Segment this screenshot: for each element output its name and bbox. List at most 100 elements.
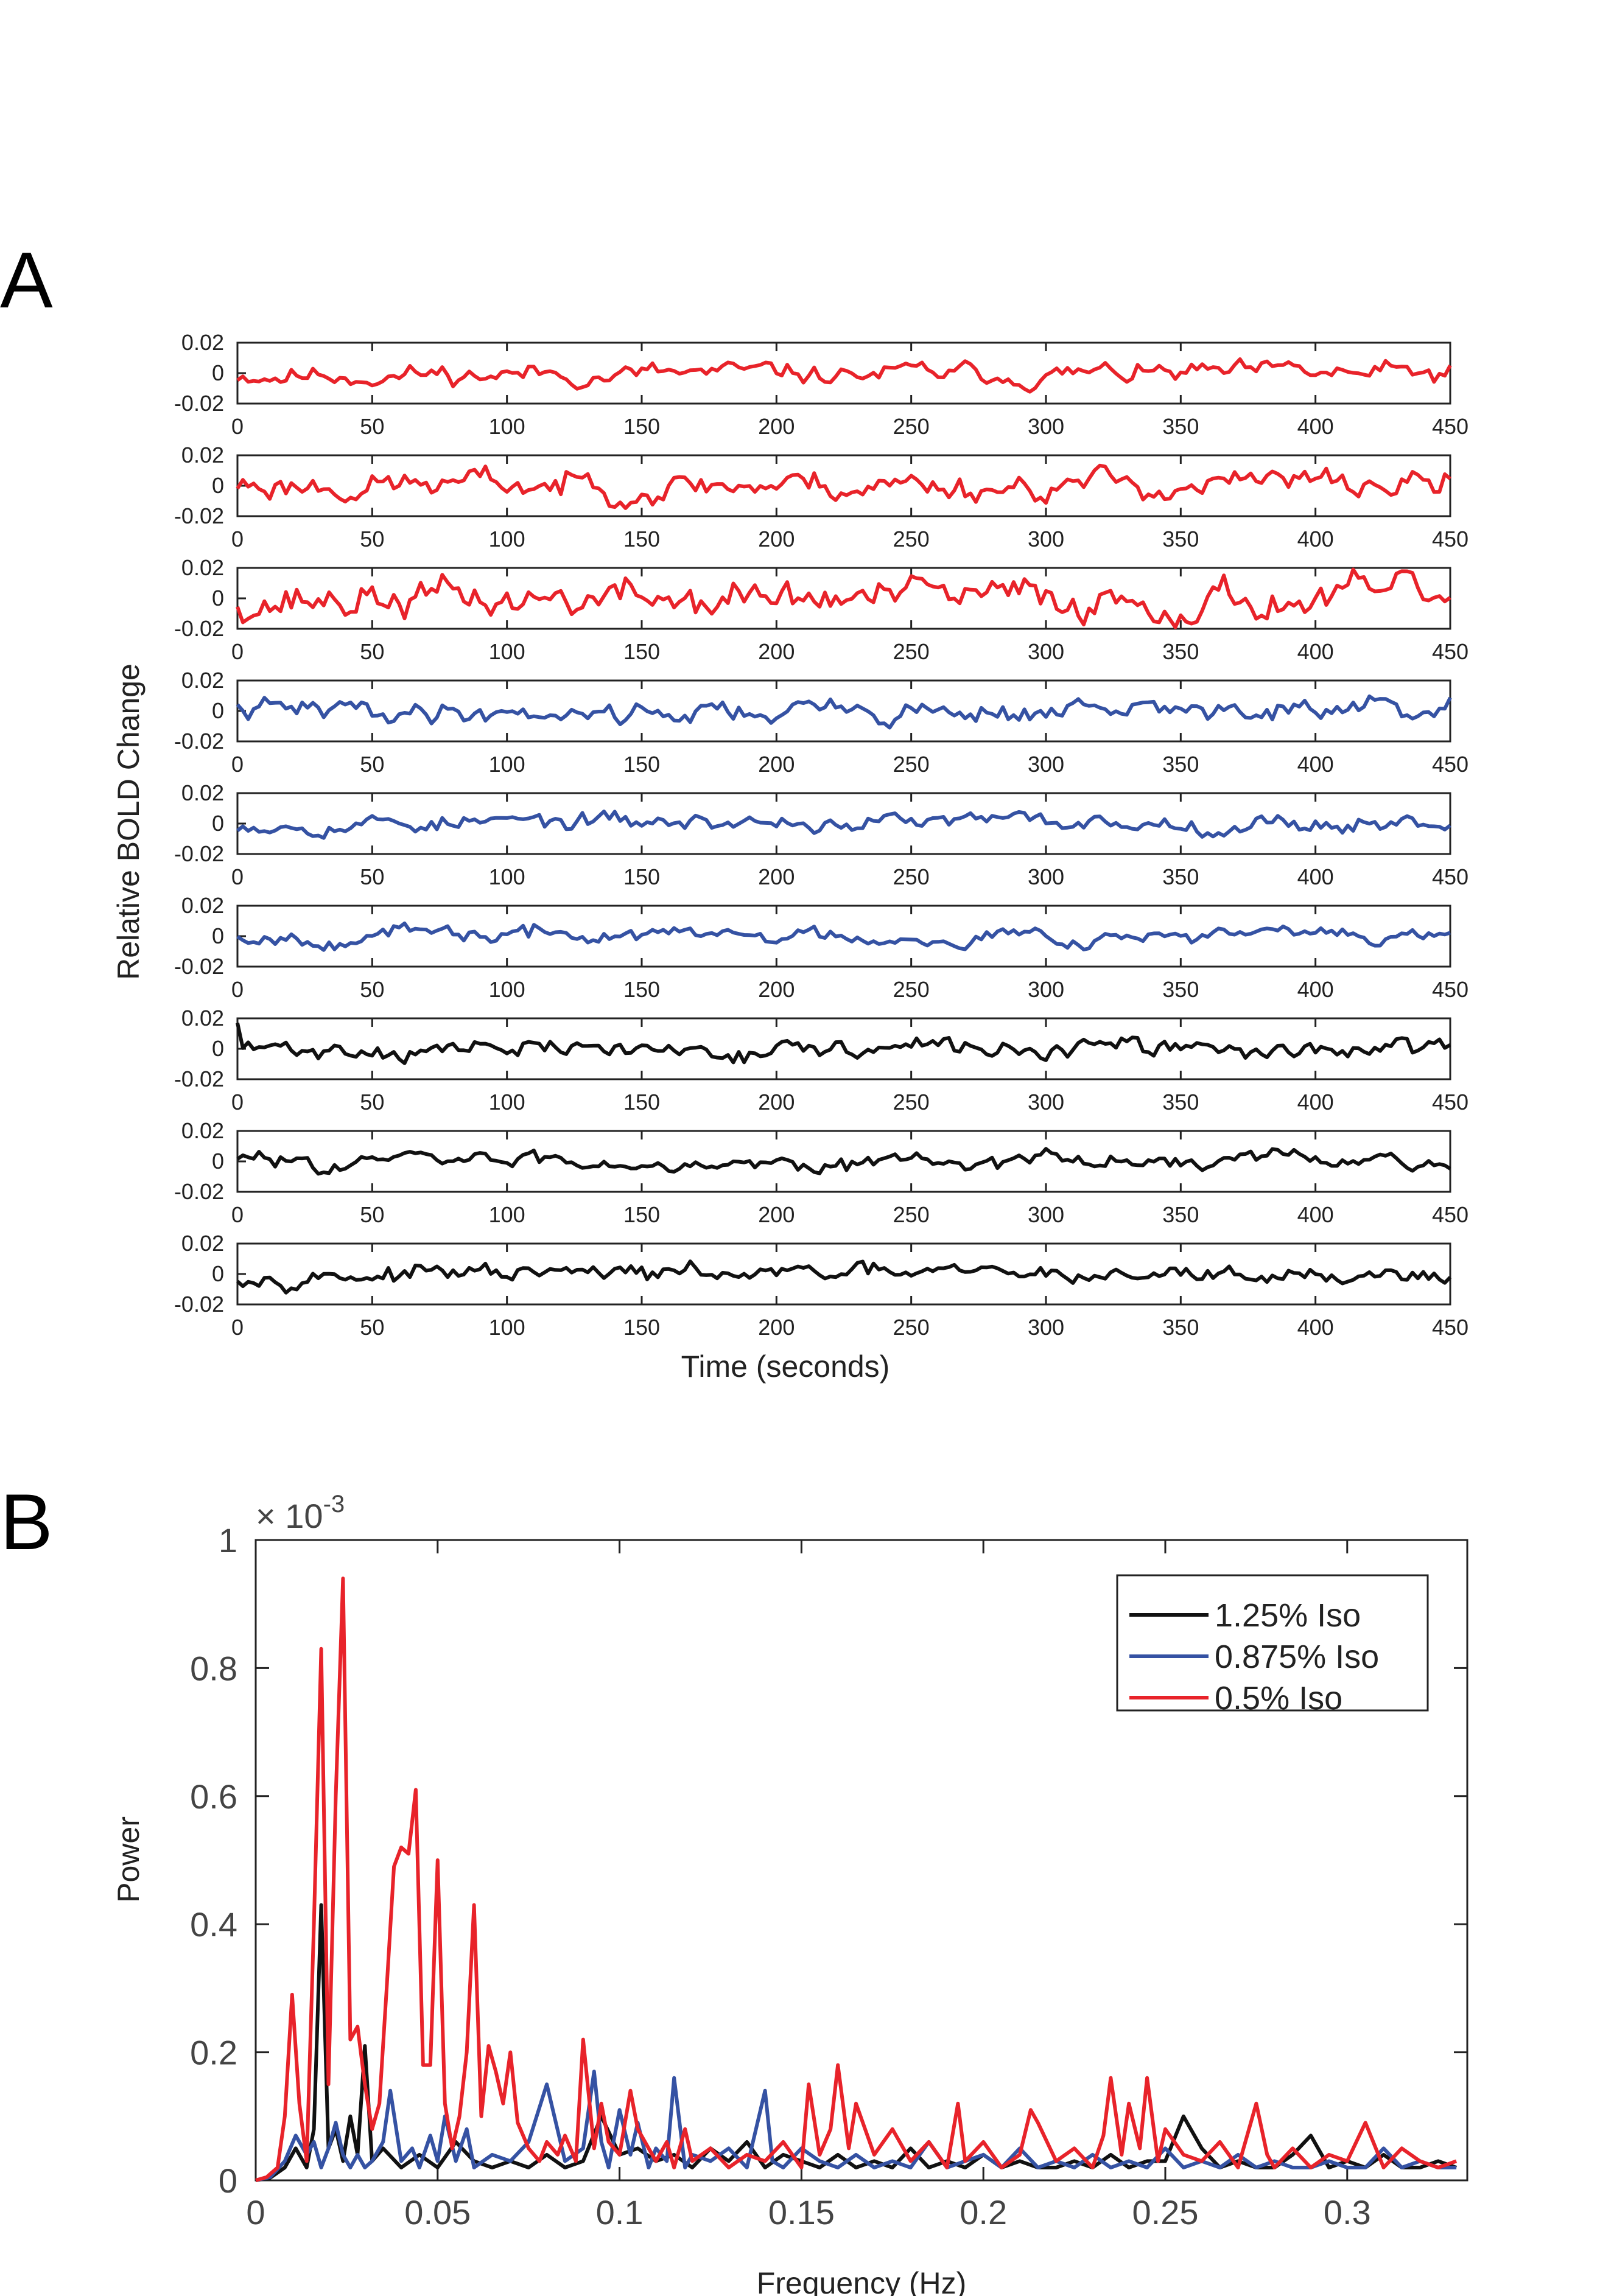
x-tick-label: 250: [893, 1202, 930, 1227]
y-tick-label: 0: [212, 360, 224, 385]
y-tick-label: 0.02: [181, 668, 224, 693]
y-multiplier: × 10-3: [256, 1491, 345, 1535]
subplot-7: 0 50 100 150 200 250 300 350 400 450 0.02 0 -0.02: [174, 1006, 1468, 1115]
x-tick-label: 100: [489, 1315, 525, 1340]
x-tick-label: 450: [1432, 527, 1468, 551]
x-tick-label: 300: [1028, 977, 1064, 1002]
x-tick-label: 250: [893, 414, 930, 439]
x-tick-label: 200: [758, 414, 795, 439]
x-tick-label: 0: [231, 414, 244, 439]
x-tick-label: 0: [231, 639, 244, 664]
x-tick-label: 250: [893, 1315, 930, 1340]
subplot-3: 0 50 100 150 200 250 300 350 400 450 0.02 0 -0.02: [174, 555, 1468, 664]
y-tick-label: 0.02: [181, 893, 224, 918]
x-tick-label: 200: [758, 864, 795, 889]
x-tick-label: 150: [623, 977, 660, 1002]
x-tick-label: 100: [489, 864, 525, 889]
x-tick-label: 250: [893, 752, 930, 777]
x-tick-label: 50: [360, 1090, 384, 1115]
x-tick-label: 0.05: [404, 2193, 471, 2231]
y-tick-label: 0.8: [190, 1649, 237, 1687]
y-tick-label: 0: [212, 698, 224, 723]
x-tick-label: 150: [623, 1202, 660, 1227]
y-axis-label: Relative BOLD Change: [111, 663, 146, 980]
legend-label: 0.875% Iso: [1215, 1639, 1379, 1675]
x-tick-label: 450: [1432, 864, 1468, 889]
x-tick-label: 100: [489, 1202, 525, 1227]
series-line-9: [236, 1259, 1452, 1295]
x-tick-label: 150: [623, 527, 660, 551]
x-tick-label: 300: [1028, 639, 1064, 664]
x-tick-label: 0: [246, 2193, 265, 2231]
x-tick-label: 150: [623, 1090, 660, 1115]
x-tick-label: 50: [360, 414, 384, 439]
x-tick-label: 0: [231, 1090, 244, 1115]
legend-label: 1.25% Iso: [1215, 1597, 1361, 1634]
x-tick-label: 0: [231, 1202, 244, 1227]
x-tick-label: 100: [489, 977, 525, 1002]
x-tick-label: 0: [231, 864, 244, 889]
x-tick-label: 400: [1297, 1315, 1334, 1340]
x-tick-label: 400: [1297, 864, 1334, 889]
y-tick-label: 0: [212, 1149, 224, 1174]
x-tick-label: 450: [1432, 1202, 1468, 1227]
x-tick-label: 450: [1432, 1315, 1468, 1340]
series-line-2: [236, 463, 1451, 510]
axes-box: [254, 1539, 1468, 2182]
x-tick-label: 400: [1297, 752, 1334, 777]
y-tick-label: -0.02: [174, 616, 224, 641]
series-line-5: [236, 810, 1451, 840]
x-tick-label: 100: [489, 527, 525, 551]
y-tick-label: -0.02: [174, 1292, 224, 1317]
x-tick-label: 400: [1297, 1202, 1334, 1227]
x-tick-label: 350: [1162, 1315, 1199, 1340]
y-tick-label: -0.02: [174, 503, 224, 528]
x-tick-label: 200: [758, 1202, 795, 1227]
y-tick-label: 0.02: [181, 1231, 224, 1256]
x-tick-label: 0: [231, 527, 244, 551]
series-line-7: [236, 1022, 1451, 1065]
y-tick-label: 0.02: [181, 555, 224, 580]
x-tick-label: 250: [893, 977, 930, 1002]
x-tick-label: 150: [623, 639, 660, 664]
x-tick-label: 50: [360, 639, 384, 664]
y-tick-label: 0: [212, 1036, 224, 1061]
y-axis-label: Power: [111, 1816, 146, 1903]
x-tick-label: 50: [360, 1315, 384, 1340]
x-tick-label: 400: [1297, 527, 1334, 551]
x-tick-label: 450: [1432, 414, 1468, 439]
x-tick-label: 50: [360, 527, 384, 551]
x-tick-label: 350: [1162, 639, 1199, 664]
x-tick-label: 400: [1297, 639, 1334, 664]
x-axis-label: Time (seconds): [681, 1349, 890, 1384]
subplot-2: 0 50 100 150 200 250 300 350 400 450 0.02 0 -0.02: [174, 443, 1468, 551]
y-tick-label: 0: [212, 473, 224, 498]
y-tick-label: -0.02: [174, 954, 224, 979]
y-tick-label: 0: [212, 1261, 224, 1286]
x-tick-label: 250: [893, 639, 930, 664]
y-tick-label: 0: [212, 923, 224, 948]
y-tick-label: 0.02: [181, 330, 224, 355]
y-tick-label: 0.02: [181, 1006, 224, 1031]
x-tick-label: 350: [1162, 977, 1199, 1002]
y-tick-label: 0.02: [181, 780, 224, 805]
y-tick-label: 0.2: [190, 2034, 237, 2072]
x-tick-label: 150: [623, 864, 660, 889]
subplot-6: 0 50 100 150 200 250 300 350 400 450 0.02 0 -0.02: [174, 893, 1468, 1002]
x-tick-label: 50: [360, 864, 384, 889]
x-tick-label: 0.25: [1132, 2193, 1198, 2231]
x-tick-label: 350: [1162, 864, 1199, 889]
x-tick-label: 0: [231, 1315, 244, 1340]
y-multiplier-exponent: -3: [323, 1491, 345, 1517]
x-tick-label: 250: [893, 527, 930, 551]
x-tick-label: 200: [758, 1315, 795, 1340]
x-tick-label: 450: [1432, 977, 1468, 1002]
x-tick-label: 300: [1028, 864, 1064, 889]
x-axis-label: Frequency (Hz): [757, 2266, 967, 2296]
x-tick-label: 250: [893, 1090, 930, 1115]
subplot-1: 0 50 100 150 200 250 300 350 400 450 0.02 0 -0.02: [174, 330, 1468, 439]
x-tick-label: 200: [758, 977, 795, 1002]
series-line-3: [236, 567, 1451, 629]
series-line-1: [236, 357, 1452, 394]
y-multiplier-base: × 10: [256, 1497, 323, 1535]
